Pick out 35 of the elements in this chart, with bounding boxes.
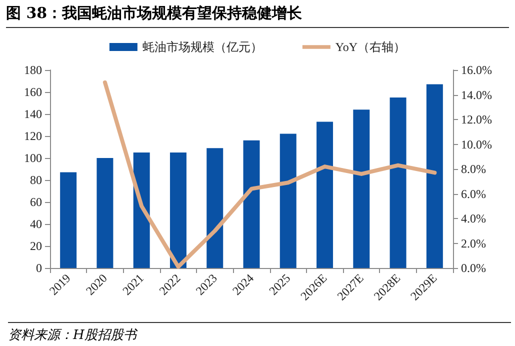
- text: 资料来源：H股招股书: [8, 322, 511, 344]
- bar: [170, 152, 186, 268]
- y2-tick-label: 0.0%: [461, 261, 486, 275]
- y2-tick-label: 4.0%: [461, 212, 486, 226]
- y2-tick-label: 8.0%: [461, 162, 486, 176]
- y2-tick-label: 10.0%: [461, 137, 492, 152]
- chart-title: 图 38：我国蚝油市场规模有望保持稳健增长: [6, 4, 509, 28]
- y-tick-label: 0: [36, 261, 42, 275]
- y-tick-label: 40: [30, 217, 42, 231]
- y-tick-label: 120: [24, 129, 42, 143]
- y-tick-label: 100: [24, 151, 42, 165]
- y-tick-label: 80: [30, 173, 42, 187]
- y-tick-label: 20: [30, 239, 42, 253]
- bar: [316, 122, 334, 268]
- y-tick-label: 160: [24, 85, 42, 99]
- line-series: [102, 80, 437, 269]
- y2-tick-label: 14.0%: [461, 88, 492, 102]
- bar: [243, 140, 260, 268]
- bar: [96, 158, 114, 268]
- bar: [353, 110, 370, 268]
- y2-tick-label: 2.0%: [461, 236, 486, 250]
- bar: [426, 84, 443, 268]
- bar: [280, 134, 296, 268]
- bar: [60, 172, 77, 268]
- legend-label: YoY（右轴）: [335, 40, 406, 54]
- bar: [133, 152, 150, 268]
- legend-label: 蚝油市场规模（亿元）: [142, 40, 262, 54]
- bar: [206, 148, 224, 268]
- y-tick-label: 140: [24, 107, 42, 121]
- y-tick-label: 180: [24, 63, 42, 77]
- y2-tick-label: 16.0%: [461, 63, 492, 77]
- bar: [390, 98, 406, 268]
- y-tick-label: 60: [30, 195, 42, 209]
- y2-tick-label: 6.0%: [461, 186, 486, 201]
- y2-tick-label: 12.0%: [461, 112, 492, 126]
